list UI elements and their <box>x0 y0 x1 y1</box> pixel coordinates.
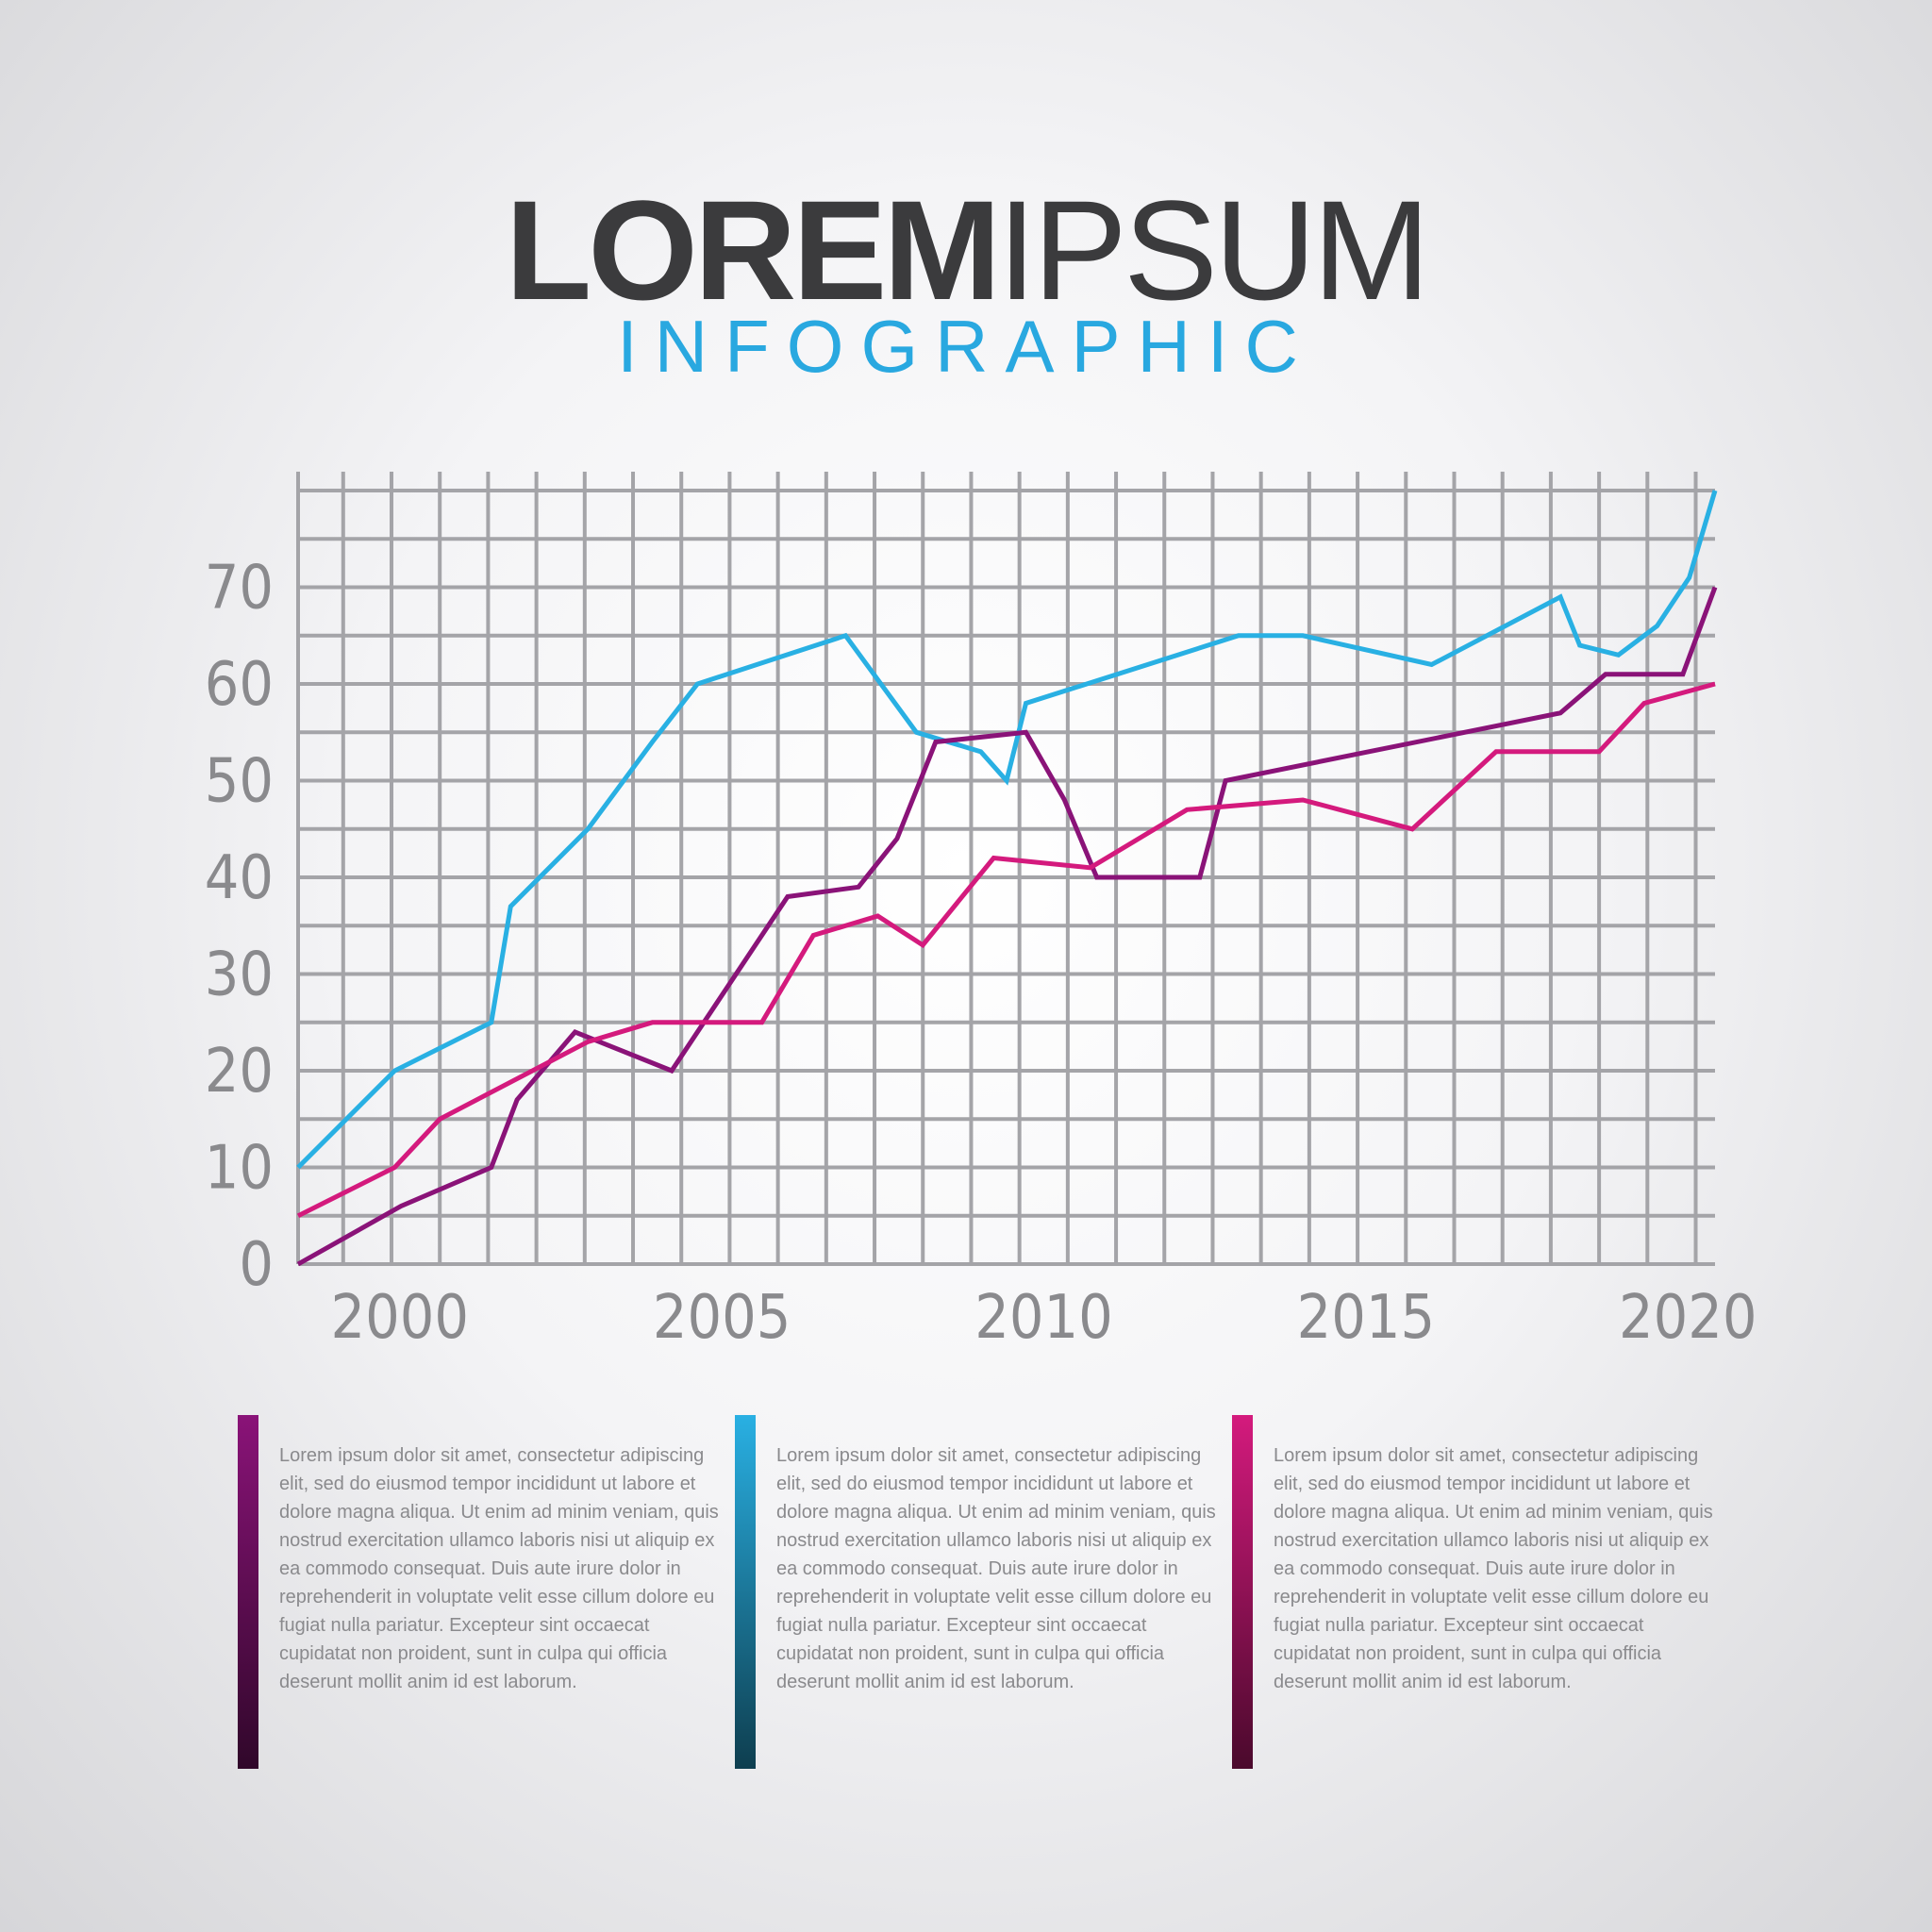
text-block-2-body: Lorem ipsum dolor sit amet, consectetur … <box>776 1445 1216 1692</box>
y-tick-label: 0 <box>239 1230 274 1300</box>
y-tick-label: 30 <box>205 941 274 1010</box>
text-block-3-accent <box>1232 1415 1253 1769</box>
chart-grid <box>296 472 1715 1266</box>
x-tick-label: 2005 <box>653 1283 791 1353</box>
chart-lines <box>296 490 1718 1267</box>
series-line-2 <box>296 681 1716 1219</box>
page-title: LOREMIPSUM <box>0 170 1932 330</box>
text-block-1-accent <box>238 1415 258 1769</box>
text-block-1-body: Lorem ipsum dolor sit amet, consectetur … <box>279 1445 719 1692</box>
text-block-1: Lorem ipsum dolor sit amet, consectetur … <box>238 1415 728 1769</box>
text-block-3: Lorem ipsum dolor sit amet, consectetur … <box>1232 1415 1723 1769</box>
y-tick-label: 70 <box>205 554 274 624</box>
x-axis-ticks: 2000 2005 2010 2015 2020 <box>331 1283 1757 1353</box>
series-line-1 <box>296 586 1718 1267</box>
y-tick-label: 60 <box>205 650 274 720</box>
text-block-2: Lorem ipsum dolor sit amet, consectetur … <box>735 1415 1225 1769</box>
series-line-0 <box>296 490 1718 1170</box>
page-subtitle: INFOGRAPHIC <box>617 305 1315 388</box>
title-bold: LOREM <box>505 171 1002 329</box>
y-tick-label: 50 <box>205 747 274 817</box>
text-block-2-accent <box>735 1415 756 1769</box>
y-tick-label: 20 <box>205 1037 274 1107</box>
y-tick-label: 10 <box>205 1134 274 1204</box>
title-light: IPSUM <box>997 171 1430 329</box>
x-tick-label: 2020 <box>1619 1283 1757 1353</box>
text-block-3-body: Lorem ipsum dolor sit amet, consectetur … <box>1274 1445 1713 1692</box>
x-tick-label: 2000 <box>331 1283 470 1353</box>
y-axis-ticks: 0 10 20 30 40 50 60 70 <box>205 554 274 1301</box>
x-tick-label: 2015 <box>1297 1283 1436 1353</box>
x-tick-label: 2010 <box>974 1283 1113 1353</box>
y-tick-label: 40 <box>205 843 274 913</box>
